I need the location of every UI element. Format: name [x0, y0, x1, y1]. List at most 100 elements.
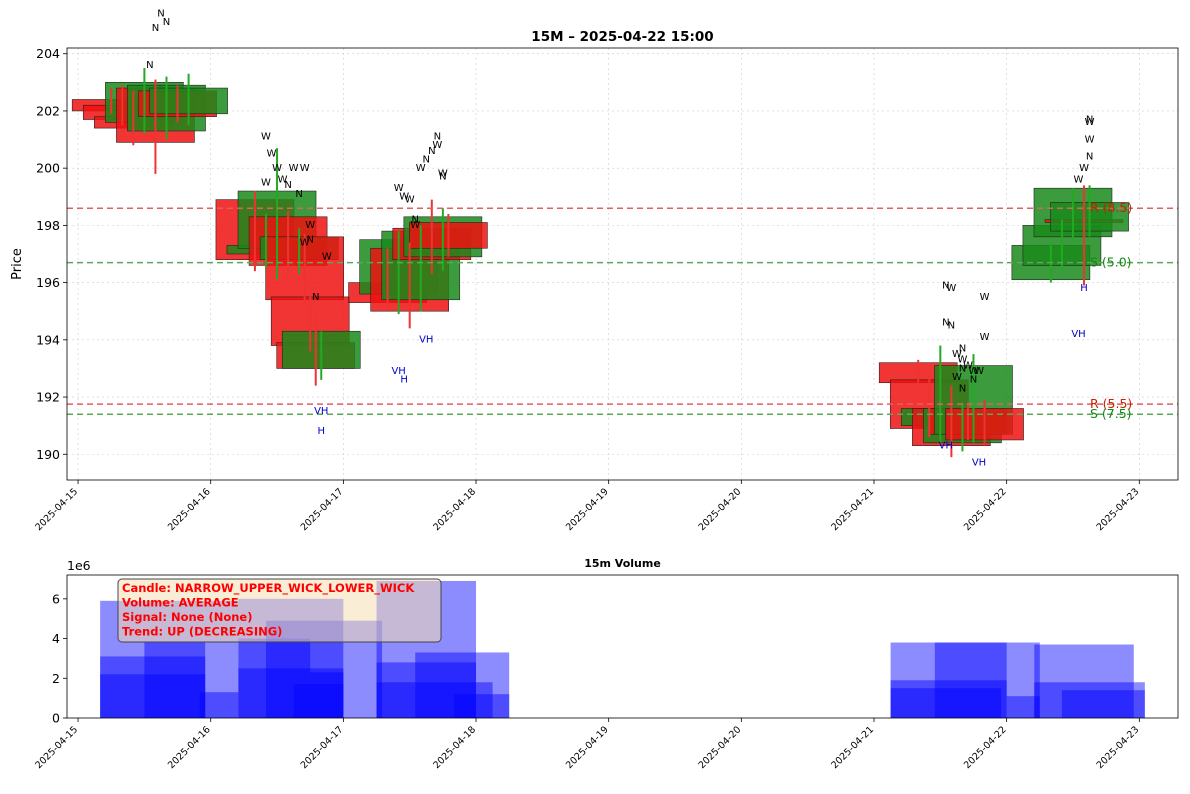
pattern-annotation: N [959, 383, 966, 394]
volume-chart-title: 15m Volume [584, 557, 661, 570]
pattern-annotation: W [394, 183, 404, 194]
pattern-annotation: N [428, 146, 435, 157]
info-box-line: Candle: NARROW_UPPER_WICK_LOWER_WICK [122, 581, 415, 596]
volume-xtick-label: 2025-04-20 [697, 724, 744, 771]
volume-xtick-label: 2025-04-18 [431, 724, 478, 771]
price-y-axis-label: Price [10, 248, 25, 280]
volume-bar [1006, 696, 1040, 718]
pattern-annotation: W [272, 163, 282, 174]
price-xtick-label: 2025-04-20 [697, 486, 744, 533]
volume-bar [199, 692, 239, 718]
price-xtick-label: 2025-04-15 [33, 486, 80, 533]
info-box-line: Signal: None (None) [122, 610, 253, 624]
price-axes-frame [66, 47, 1179, 481]
pattern-annotation: N [959, 343, 966, 354]
resistance-level-label: R (5.5) [1090, 396, 1132, 411]
resistance-level-label: R (8.5) [1090, 200, 1132, 215]
volume-bar [1061, 690, 1145, 718]
pattern-annotation: N [312, 292, 319, 303]
info-box-line: Volume: AVERAGE [122, 596, 239, 610]
volume-xtick-label: 2025-04-22 [962, 724, 1009, 771]
pattern-annotation: N [163, 17, 170, 28]
pattern-annotation: W [410, 220, 420, 231]
pattern-annotation: N [942, 280, 949, 291]
price-ytick-label: 198 [36, 218, 60, 233]
volume-ytick-label: 6 [52, 591, 60, 606]
volume-bar [293, 684, 344, 718]
pattern-annotation: W [980, 292, 990, 303]
volume-bar [453, 694, 510, 718]
pattern-annotation: W [278, 174, 288, 185]
volume-bar [376, 662, 477, 718]
pattern-annotation: VH [419, 335, 433, 346]
pattern-annotation: VH [972, 458, 986, 469]
volume-bar [934, 642, 1007, 718]
volume-bar [310, 672, 344, 718]
pattern-annotation: N [423, 154, 430, 165]
volume-ytick-label: 0 [52, 711, 60, 726]
pattern-annotation: VH [391, 366, 405, 377]
pattern-annotation: N [157, 9, 164, 20]
volume-ytick-label: 4 [52, 631, 60, 646]
pattern-annotation: W [969, 366, 979, 377]
volume-xtick-label: 2025-04-23 [1095, 724, 1142, 771]
pattern-annotation: W [416, 163, 426, 174]
pattern-annotation: W [261, 132, 271, 143]
pattern-annotation: W [267, 149, 277, 160]
price-ytick-label: 200 [36, 161, 60, 176]
pattern-annotation: N [434, 132, 441, 143]
volume-bar [376, 682, 493, 718]
volume-bar [890, 688, 1002, 718]
price-xtick-label: 2025-04-16 [166, 486, 213, 533]
pattern-annotation: VH [314, 406, 328, 417]
pattern-annotation: W [1085, 134, 1095, 145]
volume-bar [238, 668, 344, 718]
price-ytick-label: 196 [36, 275, 60, 290]
support-level-label: S (5.0) [1090, 255, 1132, 270]
pattern-annotation: W [399, 192, 409, 203]
pattern-annotation: N [295, 189, 302, 200]
volume-xtick-label: 2025-04-19 [564, 724, 611, 771]
volume-ytick-label: 2 [52, 671, 60, 686]
pattern-annotation: W [305, 220, 315, 231]
pattern-annotation: N [411, 215, 418, 226]
volume-bar [890, 642, 1040, 718]
pattern-annotation: W [438, 169, 448, 180]
pattern-annotation: H [317, 426, 325, 437]
pattern-annotation: W [432, 140, 442, 151]
pattern-annotation: VH [939, 441, 953, 452]
price-chart-title: 15M – 2025-04-22 15:00 [531, 29, 713, 45]
price-xtick-label: 2025-04-17 [299, 486, 346, 533]
pattern-annotation: W [289, 163, 299, 174]
volume-bar [238, 638, 311, 718]
pattern-annotation: N [1086, 152, 1093, 163]
pattern-annotation: H [400, 375, 408, 386]
pattern-annotation: W [952, 349, 962, 360]
price-xtick-label: 2025-04-18 [431, 486, 478, 533]
volume-axes-frame [66, 574, 1179, 719]
pattern-annotation: N [948, 320, 955, 331]
volume-bar [1034, 682, 1145, 718]
volume-bar [100, 674, 206, 718]
pattern-annotation: N [942, 318, 949, 329]
volume-xtick-label: 2025-04-17 [299, 724, 346, 771]
volume-bar [100, 656, 206, 718]
volume-bar [890, 680, 1007, 718]
volume-scale-label: 1e6 [67, 558, 91, 573]
price-ytick-label: 204 [36, 46, 60, 61]
pattern-annotation: W [1079, 163, 1089, 174]
pattern-annotation: W [980, 332, 990, 343]
pattern-annotation: W [261, 177, 271, 188]
pattern-annotation: H [1080, 283, 1088, 294]
price-xtick-label: 2025-04-23 [1095, 486, 1142, 533]
pattern-annotation: W [300, 237, 310, 248]
volume-bar [415, 652, 510, 718]
volume-bar [144, 642, 206, 718]
pattern-annotation: W [1074, 174, 1084, 185]
price-xtick-label: 2025-04-21 [829, 486, 876, 533]
price-ytick-label: 194 [36, 332, 60, 347]
pattern-annotation: N [439, 172, 446, 183]
pattern-annotation: W [974, 366, 984, 377]
